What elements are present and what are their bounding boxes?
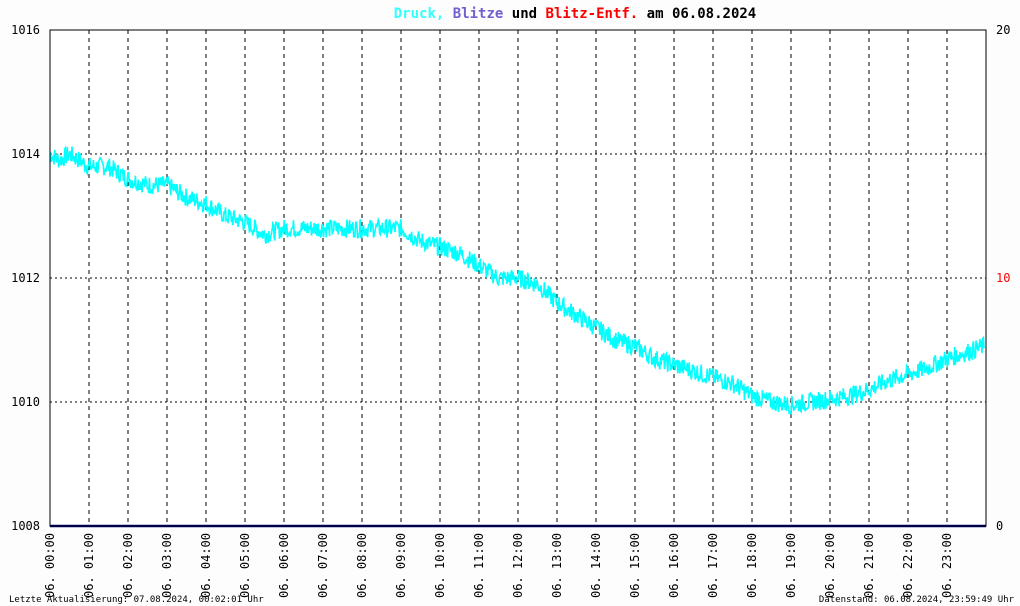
x-tick-label: 06. 07:00	[316, 533, 330, 598]
x-tick-label: 06. 22:00	[901, 533, 915, 598]
series-druck-line	[49, 145, 985, 415]
plot-frame	[49, 29, 987, 527]
y-right-tick-label: 0	[996, 519, 1003, 533]
x-tick-label: 06. 09:00	[394, 533, 408, 598]
y-left-tick-label: 1012	[11, 271, 40, 285]
x-tick-label: 06. 08:00	[355, 533, 369, 598]
x-tick-label: 06. 13:00	[550, 533, 564, 598]
title-part-1: ,	[436, 6, 444, 22]
chart-title: Druck, Blitze und Blitz-Entf. am 06.08.2…	[394, 6, 757, 22]
title-part-0: Druck	[394, 6, 437, 22]
x-tick-label: 06. 05:00	[238, 533, 252, 598]
x-tick-label: 06. 04:00	[199, 533, 213, 598]
x-tick-label: 06. 00:00	[43, 533, 57, 598]
y-left-tick-label: 1010	[11, 395, 40, 409]
x-tick-label: 06. 10:00	[433, 533, 447, 598]
x-tick-label: 06. 12:00	[511, 533, 525, 598]
title-part-4: Blitz-Entf.	[546, 6, 639, 22]
footer-left: Letzte Aktualisierung: 07.08.2024, 00:02…	[9, 595, 264, 605]
x-tick-label: 06. 01:00	[82, 533, 96, 598]
y-left-tick-label: 1008	[11, 519, 40, 533]
x-tick-label: 06. 15:00	[628, 533, 642, 598]
x-tick-label: 06. 23:00	[940, 533, 954, 598]
x-tick-label: 06. 17:00	[706, 533, 720, 598]
y-left-tick-label: 1016	[11, 23, 40, 37]
y-left-tick-label: 1014	[11, 147, 40, 161]
x-tick-label: 06. 16:00	[667, 533, 681, 598]
x-tick-label: 06. 14:00	[589, 533, 603, 598]
axis-layer: 06. 00:00 06. 01:00 06. 02:00 06. 03:00 06. …	[11, 23, 1010, 598]
title-part-3: und	[503, 6, 545, 22]
x-tick-label: 06. 20:00	[823, 533, 837, 598]
x-tick-label: 06. 18:00	[745, 533, 759, 598]
x-tick-label: 06. 21:00	[862, 533, 876, 598]
x-tick-label: 06. 11:00	[472, 533, 486, 598]
y-right-tick-label: 10	[996, 271, 1010, 285]
x-tick-label: 06. 02:00	[121, 533, 135, 598]
x-tick-label: 06. 06:00	[277, 533, 291, 598]
x-tick-label: 06. 03:00	[160, 533, 174, 598]
x-tick-label: 06. 19:00	[784, 533, 798, 598]
footer-right: Datenstand: 06.08.2024, 23:59:49 Uhr	[819, 595, 1015, 605]
title-part-5: am 06.08.2024	[638, 6, 756, 22]
y-right-tick-label: 20	[996, 23, 1010, 37]
title-part-2: Blitze	[444, 6, 503, 22]
